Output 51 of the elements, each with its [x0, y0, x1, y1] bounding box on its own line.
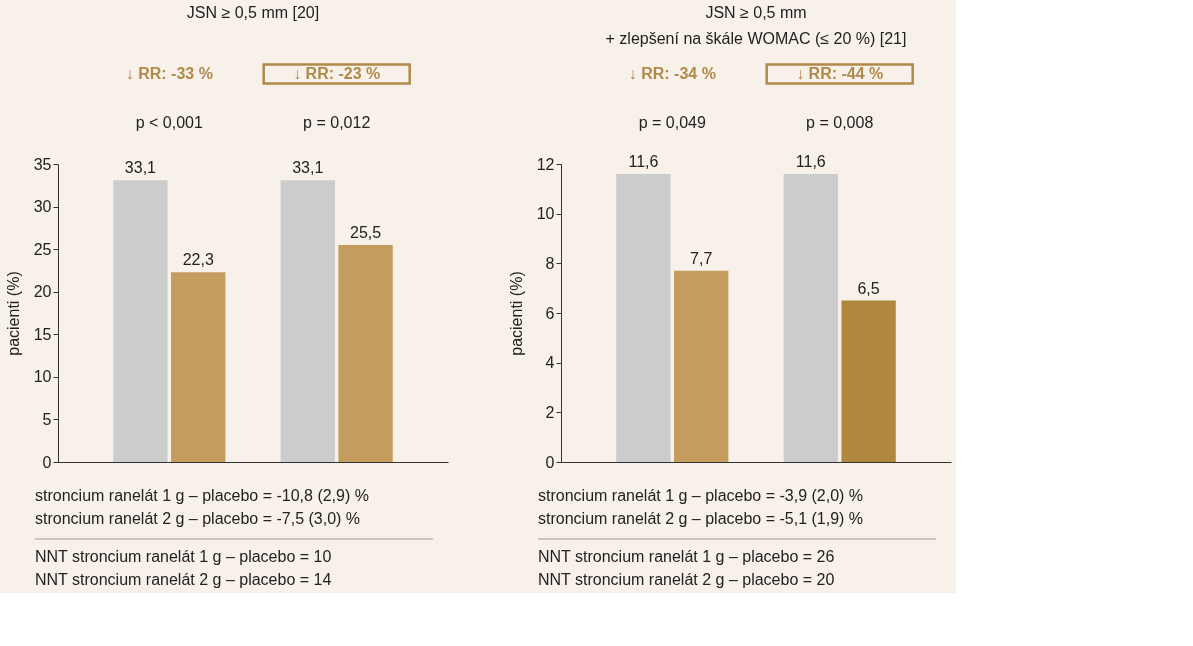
bar: [616, 173, 671, 462]
data-label: 33,1: [124, 159, 157, 177]
data-label: 7,7: [690, 249, 713, 267]
y-tick-label: 0: [42, 453, 52, 471]
text: NNT stroncium ranelát 1 g – placebo = 10: [35, 548, 332, 565]
text: ↓ RR: -34 %: [628, 65, 716, 82]
y-tick-label: 8: [545, 254, 555, 272]
text: NNT stroncium ranelát 2 g – placebo = 20: [538, 571, 835, 588]
y-axis-title: pacienti (%): [507, 271, 525, 356]
bar: [841, 300, 896, 462]
y-axis-title: pacienti (%): [4, 271, 22, 356]
text: stroncium ranelát 1 g – placebo = -3,9 (2,0) %: [538, 487, 864, 504]
y-tick-label: 20: [33, 283, 52, 301]
chart-title: JSN ≥ 0,5 mm + zlepšení na škále WOMAC (≤ 20 %) [21]: [605, 4, 907, 47]
y-tick-label: 10: [536, 205, 555, 223]
bar: [783, 173, 838, 462]
text: ↓ RR: -33 %: [125, 65, 213, 82]
text: p < 0,001: [135, 114, 203, 131]
y-tick-label: 15: [33, 325, 52, 343]
text: ↓ RR: -44 %: [796, 65, 884, 82]
text: stroncium ranelát 2 g – placebo = -7,5 (3,0) %: [35, 510, 361, 527]
text: NNT stroncium ranelát 1 g – placebo = 26: [538, 548, 835, 565]
y-tick-label: 6: [545, 304, 555, 322]
bar: [171, 272, 226, 462]
bar: [280, 180, 335, 462]
text: p = 0,049: [638, 114, 706, 131]
y-tick-label: 25: [33, 240, 52, 258]
y-tick-label: 2: [545, 403, 555, 421]
bar: [113, 180, 168, 462]
y-tick-label: 12: [536, 155, 555, 173]
chart-title: JSN ≥ 0,5 mm [20]: [186, 4, 320, 21]
text: p = 0,008: [806, 114, 874, 131]
y-tick-label: 30: [33, 198, 52, 216]
data-label: 6,5: [857, 279, 880, 297]
text: ↓ RR: -23 %: [293, 65, 381, 82]
bar: [674, 270, 729, 462]
data-label: 11,6: [795, 152, 826, 170]
bar: [338, 244, 393, 462]
data-label: 25,5: [350, 223, 382, 241]
text: stroncium ranelát 1 g – placebo = -10,8 (2,9) %: [35, 487, 369, 504]
data-label: 11,6: [628, 152, 659, 170]
y-tick-label: 10: [33, 368, 52, 386]
y-tick-label: 5: [42, 410, 52, 428]
text: stroncium ranelát 2 g – placebo = -5,1 (1,9) %: [538, 510, 864, 527]
data-label: 33,1: [292, 159, 324, 177]
data-label: 22,3: [182, 251, 214, 269]
text: p = 0,012: [303, 114, 371, 131]
y-tick-label: 4: [545, 354, 555, 372]
y-tick-label: 35: [33, 155, 52, 173]
y-tick-label: 0: [545, 453, 555, 471]
text: NNT stroncium ranelát 2 g – placebo = 14: [35, 571, 332, 588]
